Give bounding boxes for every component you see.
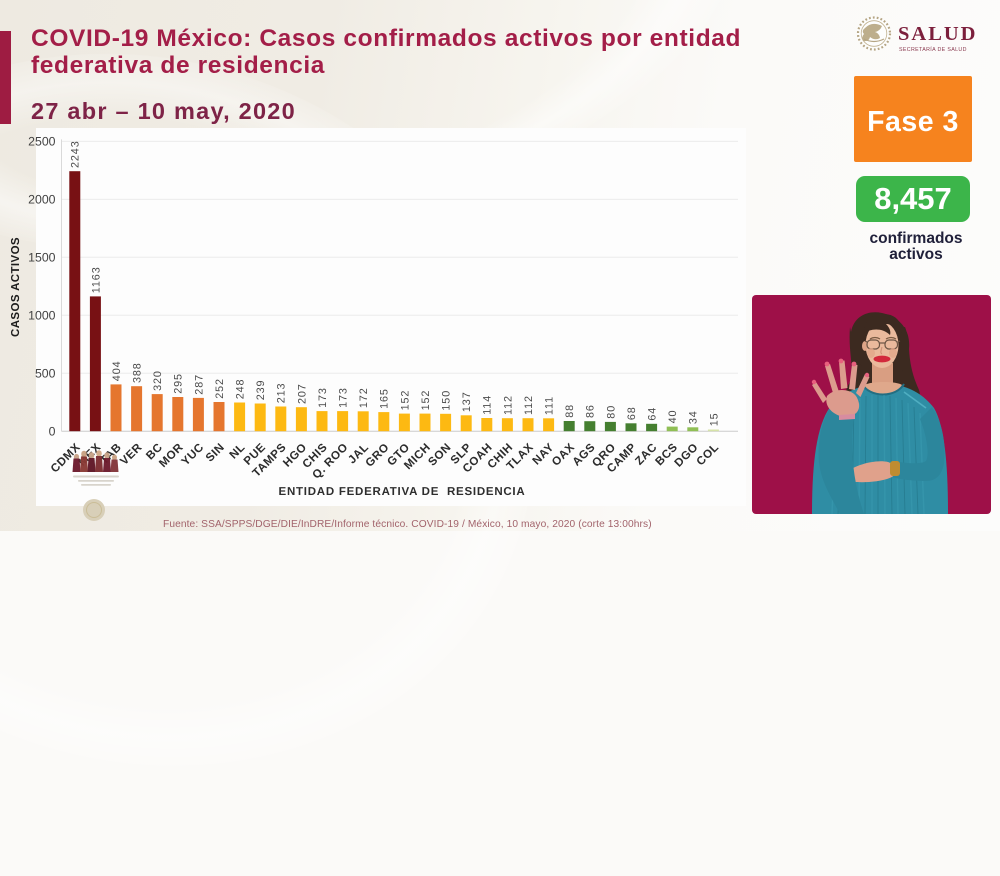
svg-text:172: 172 [358,387,370,408]
svg-text:150: 150 [441,390,453,411]
svg-text:165: 165 [379,388,391,409]
svg-text:64: 64 [647,407,659,421]
svg-text:88: 88 [564,404,576,418]
svg-text:112: 112 [523,395,535,415]
svg-text:112: 112 [502,395,514,415]
svg-text:ZAC: ZAC [633,441,660,468]
svg-text:173: 173 [317,387,329,408]
svg-text:1000: 1000 [28,309,56,323]
svg-text:ENTIDAD FEDERATIVA DE RESIDEN: ENTIDAD FEDERATIVA DE RESIDENCIA [279,486,526,498]
svg-text:111: 111 [544,396,556,415]
svg-text:0: 0 [49,425,56,439]
svg-text:SALUD: SALUD [898,23,978,45]
svg-text:388: 388 [132,362,144,383]
svg-text:SON: SON [426,441,454,469]
svg-text:80: 80 [605,405,617,419]
svg-text:137: 137 [461,391,473,412]
svg-text:295: 295 [173,373,185,394]
svg-text:YUC: YUC [179,441,207,469]
svg-text:173: 173 [338,387,350,408]
svg-text:1500: 1500 [28,251,56,265]
svg-text:2000: 2000 [28,193,56,207]
svg-text:SECRETARÍA DE SALUD: SECRETARÍA DE SALUD [899,46,967,53]
svg-text:152: 152 [399,390,411,411]
svg-text:OAX: OAX [549,441,577,469]
svg-text:15: 15 [708,412,720,426]
svg-text:2500: 2500 [28,135,56,149]
svg-text:252: 252 [214,378,226,399]
svg-text:1163: 1163 [90,266,102,293]
svg-text:287: 287 [193,374,205,395]
svg-text:207: 207 [296,383,308,404]
svg-text:40: 40 [667,410,679,424]
svg-text:213: 213 [276,383,288,404]
svg-text:68: 68 [626,406,638,420]
svg-text:152: 152 [420,390,432,411]
svg-text:2243: 2243 [70,140,82,168]
svg-text:SIN: SIN [203,441,227,465]
svg-text:500: 500 [35,367,56,381]
svg-text:CASOS ACTIVOS: CASOS ACTIVOS [10,237,22,337]
svg-text:86: 86 [585,404,597,418]
svg-text:COL: COL [694,441,722,469]
svg-text:404: 404 [111,360,123,381]
svg-text:114: 114 [482,395,494,415]
svg-text:248: 248 [235,379,247,400]
svg-text:320: 320 [152,370,164,391]
svg-text:239: 239 [255,380,267,401]
svg-text:34: 34 [688,410,700,424]
